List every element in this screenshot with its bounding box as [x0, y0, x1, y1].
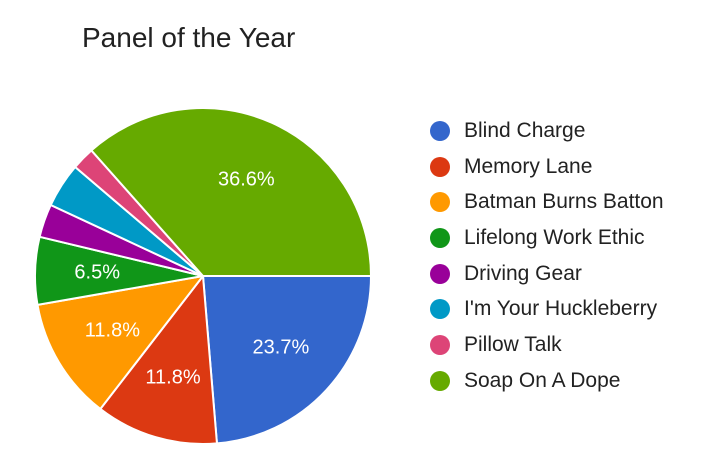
chart-title: Panel of the Year [82, 22, 296, 53]
legend-item-i-m-your-huckleberry[interactable]: I'm Your Huckleberry [430, 291, 664, 327]
slice-label-batman-burns-batton: 11.8% [85, 320, 140, 342]
legend-swatch-icon [430, 299, 450, 320]
legend-label: I'm Your Huckleberry [464, 297, 658, 321]
legend-swatch-icon [430, 263, 450, 284]
legend-item-blind-charge[interactable]: Blind Charge [430, 113, 664, 149]
legend-label: Soap On A Dope [464, 368, 621, 392]
legend-label: Pillow Talk [464, 332, 562, 356]
legend-item-lifelong-work-ethic[interactable]: Lifelong Work Ethic [430, 220, 664, 256]
legend-swatch-icon [430, 334, 450, 355]
legend-label: Lifelong Work Ethic [464, 225, 645, 249]
slice-label-blind-charge: 23.7% [253, 337, 310, 359]
legend-swatch-icon [430, 156, 450, 177]
legend-item-memory-lane[interactable]: Memory Lane [430, 149, 664, 185]
legend-item-driving-gear[interactable]: Driving Gear [430, 256, 664, 292]
legend-item-soap-on-a-dope[interactable]: Soap On A Dope [430, 363, 664, 399]
slice-label-memory-lane: 11.8% [145, 367, 200, 389]
legend-swatch-icon [430, 192, 450, 213]
legend-swatch-icon [430, 120, 450, 141]
legend-swatch-icon [430, 227, 450, 248]
slice-label-soap-on-a-dope: 36.6% [218, 168, 275, 190]
legend-item-pillow-talk[interactable]: Pillow Talk [430, 327, 664, 363]
pie-slice-memory-lane[interactable] [98, 273, 219, 445]
legend-item-batman-burns-batton[interactable]: Batman Burns Batton [430, 184, 664, 220]
pie-slice-blind-charge[interactable] [201, 275, 373, 445]
pie-slice-batman-burns-batton[interactable] [36, 274, 206, 411]
legend-label: Memory Lane [464, 154, 593, 178]
legend: Blind Charge Memory Lane Batman Burns Batt… [430, 113, 664, 399]
legend-label: Blind Charge [464, 118, 586, 142]
slice-label-lifelong-work-ethic: 6.5% [74, 262, 120, 284]
pie-slice-soap-on-a-dope[interactable] [89, 107, 373, 277]
legend-label: Driving Gear [464, 261, 582, 285]
legend-label: Batman Burns Batton [464, 190, 664, 214]
legend-swatch-icon [430, 370, 450, 391]
